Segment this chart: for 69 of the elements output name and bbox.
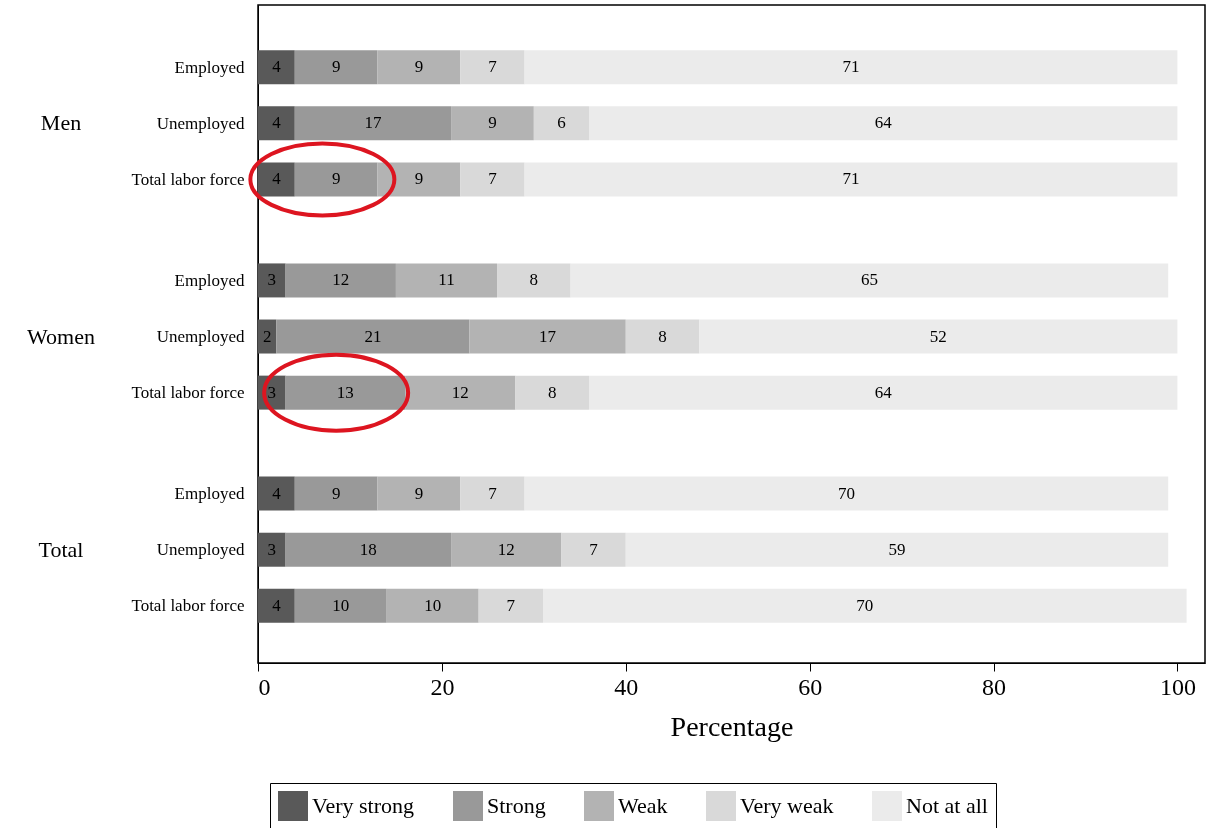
data-label: 9 xyxy=(414,169,424,189)
data-label: 3 xyxy=(267,382,277,402)
data-label: 4 xyxy=(272,483,282,503)
y-tick-label: Unemployed xyxy=(156,327,245,347)
data-label: 65 xyxy=(860,270,878,290)
text: Total xyxy=(38,536,84,562)
x-tick-label: 100 xyxy=(1159,673,1196,700)
legend-label: Strong xyxy=(487,793,546,818)
data-label: 11 xyxy=(438,270,455,290)
data-label: 4 xyxy=(272,169,282,189)
x-tick-label: 80 xyxy=(982,673,1007,700)
data-label: 9 xyxy=(331,483,341,503)
y-tick-label: Unemployed xyxy=(156,113,245,133)
data-label: 17 xyxy=(539,326,557,346)
data-label: 8 xyxy=(529,270,539,290)
legend-label: Very strong xyxy=(312,793,415,818)
data-label: 8 xyxy=(658,326,667,346)
legend-label: Very weak xyxy=(740,793,834,818)
data-label: 17 xyxy=(364,113,382,133)
data-label: 10 xyxy=(424,595,442,615)
data-label: 9 xyxy=(414,57,424,77)
data-label: 8 xyxy=(547,382,557,402)
data-label: 70 xyxy=(837,483,855,503)
text: Men xyxy=(40,110,82,136)
data-label: 7 xyxy=(589,539,599,559)
y-tick-label: Unemployed xyxy=(156,540,245,560)
y-tick-label: Total labor force xyxy=(131,596,245,616)
data-label: 10 xyxy=(332,595,350,615)
x-tick-label: 60 xyxy=(798,673,823,700)
data-label: 12 xyxy=(497,539,515,559)
y-tick-label: Employed xyxy=(174,484,245,504)
data-label: 21 xyxy=(364,326,382,346)
y-tick-label: Employed xyxy=(174,270,245,290)
y-tick-label: Total labor force xyxy=(131,383,245,403)
x-tick-label: 0 xyxy=(258,673,271,700)
data-label: 9 xyxy=(331,169,341,189)
data-label: 4 xyxy=(272,595,282,615)
data-label: 71 xyxy=(842,169,860,189)
data-label: 12 xyxy=(451,382,469,402)
data-label: 12 xyxy=(332,270,350,290)
data-label: 52 xyxy=(929,326,947,346)
data-label: 7 xyxy=(488,483,498,503)
legend-label: Not at all xyxy=(906,793,988,818)
data-label: 9 xyxy=(414,483,424,503)
data-label: 13 xyxy=(336,382,354,402)
text: Women xyxy=(27,323,95,349)
data-label: 2 xyxy=(262,326,272,346)
data-label: 9 xyxy=(488,113,497,133)
data-label: 9 xyxy=(331,57,341,77)
data-label: 64 xyxy=(874,113,893,133)
data-label: 4 xyxy=(272,113,282,133)
data-label: 3 xyxy=(267,270,277,290)
data-label: 70 xyxy=(856,595,874,615)
data-label: 59 xyxy=(888,539,906,559)
legend-label: Weak xyxy=(618,793,668,818)
x-tick-label: 20 xyxy=(430,673,455,700)
x-axis-title: Percentage xyxy=(670,710,794,742)
data-label: 7 xyxy=(506,595,516,615)
data-label: 7 xyxy=(488,57,498,77)
data-label: 4 xyxy=(272,57,282,77)
y-tick-label: Employed xyxy=(174,57,245,77)
data-label: 3 xyxy=(267,539,277,559)
data-label: 71 xyxy=(842,57,860,77)
y-tick-label: Total labor force xyxy=(131,169,245,189)
data-label: 6 xyxy=(557,113,566,133)
data-label: 7 xyxy=(488,169,498,189)
data-label: 18 xyxy=(359,539,377,559)
x-tick-label: 40 xyxy=(614,673,639,700)
data-label: 64 xyxy=(874,382,893,402)
